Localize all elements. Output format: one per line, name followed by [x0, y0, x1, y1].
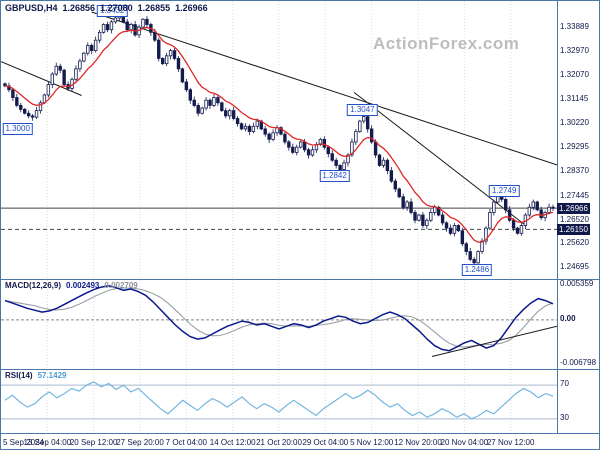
swing-label: 1.2486 [461, 263, 493, 276]
rsi-chart-canvas[interactable] [1, 370, 557, 434]
swing-label: 1.2842 [319, 169, 350, 182]
price-axis-tick: 1.26520 [560, 214, 589, 224]
rsi-header: RSI(14) 57.1429 [5, 371, 71, 380]
price-axis-tick: 1.32970 [560, 46, 589, 56]
time-axis-label: 14 Oct 12:00 [209, 438, 256, 447]
symbol-period-label: GBPUSD,H4 [5, 3, 58, 13]
time-axis-label: 7 Oct 04:00 [165, 438, 208, 447]
price-chart-canvas[interactable] [1, 1, 557, 279]
rsi-axis-scale: 70 30 [559, 369, 599, 433]
macd-axis-tick: 0.005359 [560, 279, 594, 289]
price-axis-scale: 1.33889 1.32970 1.32070 1.31145 1.30220 1.292… [557, 1, 599, 279]
time-axis-label: 13 Sep 04:00 [23, 438, 72, 447]
ohlc-open: 1.26856 [62, 3, 96, 13]
macd-signal-line [4, 287, 554, 348]
price-trendline [91, 11, 557, 166]
price-axis-tick: 1.29295 [560, 142, 589, 152]
moving-average-line [4, 26, 554, 243]
candlestick-series [3, 13, 555, 266]
ohlc-close: 1.26966 [175, 3, 208, 13]
time-axis-label: 21 Oct 20:00 [256, 438, 302, 447]
macd-panel[interactable]: MACD(12,26,9) 0.002493 0.002709 [1, 279, 599, 370]
watermark: ActionForex.com [373, 34, 520, 53]
swing-label: 1.3000 [2, 122, 33, 135]
time-axis-label: 27 Nov 12:00 [486, 438, 535, 447]
chart-header: GBPUSD,H4 1.26856 1.27080 1.26855 1.26966 [5, 3, 213, 13]
rsi-axis-tick: 70 [560, 379, 569, 389]
rsi-panel[interactable]: RSI(14) 57.1429 [1, 369, 599, 434]
rsi-axis-tick: 30 [560, 412, 569, 422]
price-panel[interactable]: GBPUSD,H4 1.26856 1.27080 1.26855 1.26966 Ac… [1, 1, 599, 279]
macd-signal-value: 0.002709 [104, 281, 138, 290]
ohlc-high: 1.27080 [100, 3, 133, 13]
price-axis-tick: 1.24695 [560, 262, 589, 272]
time-axis-label: 27 Sep 20:00 [116, 438, 164, 447]
rsi-line [4, 381, 554, 420]
macd-trendline [431, 325, 557, 357]
current-price-box: 1.26966 [557, 202, 590, 214]
macd-axis-tick: 0.00 [560, 313, 576, 323]
macd-axis-scale: 0.005359 0.00 -0.006798 [559, 279, 599, 369]
time-axis-label: 29 Oct 04:00 [302, 438, 349, 447]
time-axis-label: 20 Nov 04:00 [440, 438, 489, 447]
time-axis-label: 20 Sep 12:00 [69, 438, 118, 447]
swing-label: 1.3047 [347, 104, 378, 117]
time-axis-label: 12 Nov 20:00 [394, 438, 442, 447]
swing-label: 1.3432 [96, 4, 128, 17]
macd-label: MACD(12,26,9) [5, 281, 62, 290]
time-axis-label: 5 Sep 2024 [3, 438, 44, 447]
price-axis-tick: 1.27445 [560, 190, 589, 200]
price-axis-tick: 1.30220 [560, 118, 589, 128]
price-trendline [353, 91, 527, 227]
ohlc-low: 1.26855 [137, 3, 171, 13]
rsi-label: RSI(14) [5, 371, 33, 380]
macd-chart-canvas[interactable] [1, 280, 557, 370]
time-axis: 5 Sep 2024 13 Sep 04:00 20 Sep 12:00 27 Sep… [1, 433, 599, 449]
price-axis-tick: 1.28370 [560, 166, 589, 176]
macd-main-value: 0.002493 [66, 281, 100, 290]
rsi-value: 57.1429 [37, 371, 67, 380]
macd-main-line [4, 285, 554, 352]
price-axis-tick: 1.25620 [560, 238, 589, 248]
axis-separator-line [557, 1, 558, 433]
price-axis-tick: 1.31145 [560, 94, 589, 104]
price-axis-tick: 1.33889 [560, 22, 589, 32]
price-axis-tick: 1.32070 [560, 69, 589, 79]
time-axis-label: 5 Nov 12:00 [350, 438, 394, 447]
support-level-box: 1.26150 [557, 223, 590, 235]
swing-label: 1.2749 [488, 185, 520, 198]
macd-header: MACD(12,26,9) 0.002493 0.002709 [5, 281, 143, 290]
macd-axis-tick: -0.006798 [560, 357, 597, 367]
